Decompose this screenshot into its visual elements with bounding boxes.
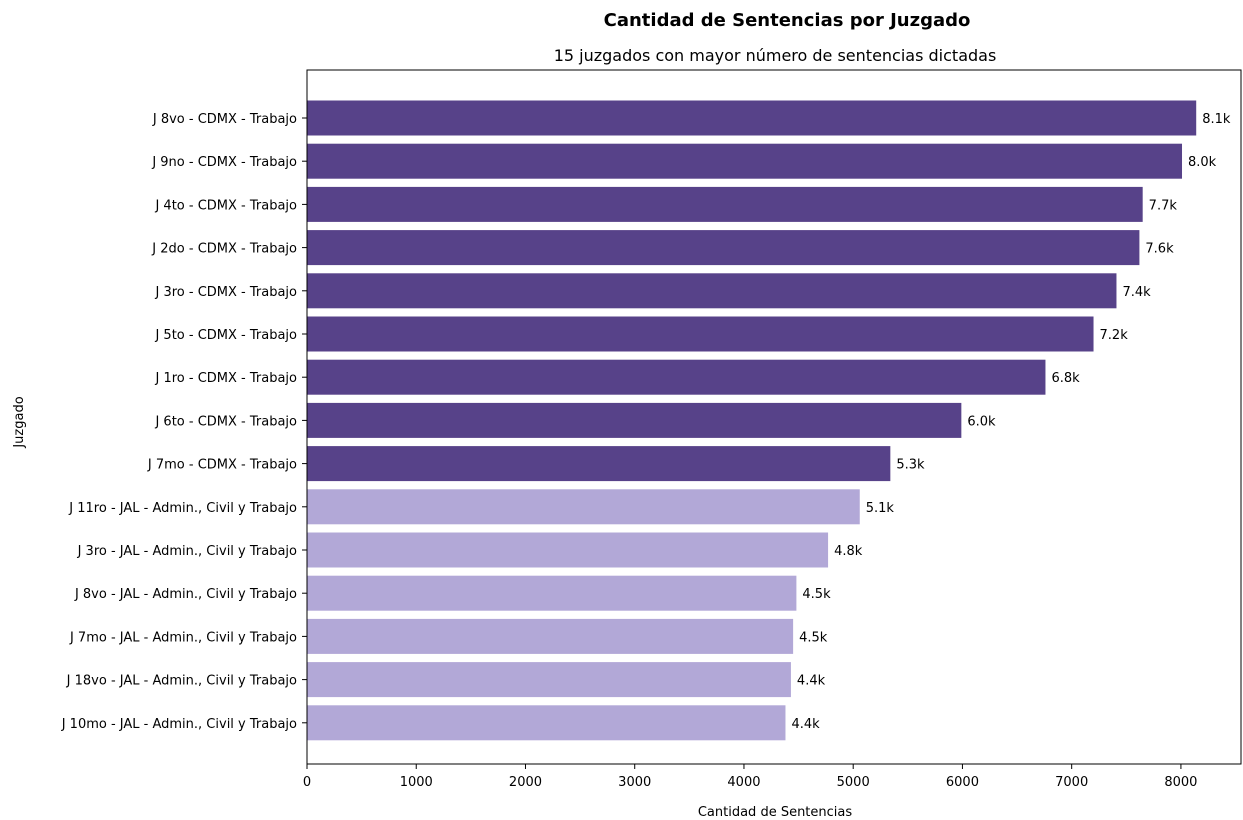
y-axis-label: Juzgado bbox=[12, 396, 27, 448]
y-tick-label: J 7mo - CDMX - Trabajo bbox=[147, 458, 297, 473]
bar bbox=[307, 143, 1183, 179]
data-label: 7.6k bbox=[1145, 242, 1174, 257]
bar bbox=[307, 705, 786, 741]
bar bbox=[307, 532, 829, 568]
bar bbox=[307, 662, 791, 698]
bar bbox=[307, 575, 797, 611]
data-label: 4.4k bbox=[791, 717, 820, 732]
y-tick-label: J 7mo - JAL - Admin., Civil y Trabajo bbox=[69, 630, 297, 645]
data-label: 4.4k bbox=[797, 674, 826, 689]
y-tick-label: J 5to - CDMX - Trabajo bbox=[154, 328, 297, 343]
data-label: 4.8k bbox=[834, 544, 863, 559]
y-tick-label: J 1ro - CDMX - Trabajo bbox=[155, 371, 298, 386]
data-label: 4.5k bbox=[802, 587, 831, 602]
chart-subtitle: 15 juzgados con mayor número de sentenci… bbox=[554, 46, 997, 65]
x-tick-label: 2000 bbox=[509, 775, 542, 790]
data-label: 5.1k bbox=[866, 501, 895, 516]
bar bbox=[307, 618, 794, 654]
data-label: 6.0k bbox=[967, 414, 996, 429]
data-label: 5.3k bbox=[896, 458, 925, 473]
bar bbox=[307, 230, 1140, 266]
x-tick-label: 1000 bbox=[400, 775, 433, 790]
y-tick-label: J 8vo - CDMX - Trabajo bbox=[152, 112, 297, 127]
y-tick-label: J 18vo - JAL - Admin., Civil y Trabajo bbox=[66, 674, 297, 689]
y-tick-label: J 2do - CDMX - Trabajo bbox=[151, 242, 297, 257]
bar bbox=[307, 446, 891, 482]
data-label: 4.5k bbox=[799, 630, 828, 645]
data-label: 7.2k bbox=[1100, 328, 1129, 343]
y-tick-label: J 4to - CDMX - Trabajo bbox=[154, 198, 297, 213]
data-label: 7.7k bbox=[1149, 198, 1178, 213]
bar bbox=[307, 186, 1143, 222]
y-tick-label: J 11ro - JAL - Admin., Civil y Trabajo bbox=[68, 501, 297, 516]
y-tick-label: J 8vo - JAL - Admin., Civil y Trabajo bbox=[74, 587, 297, 602]
y-ticks-layer: J 8vo - CDMX - Trabajo J 9no - CDMX - Tra… bbox=[61, 112, 307, 732]
y-tick-label: J 6to - CDMX - Trabajo bbox=[154, 414, 297, 429]
x-tick-label: 4000 bbox=[727, 775, 760, 790]
bar bbox=[307, 359, 1046, 395]
x-tick-label: 8000 bbox=[1164, 775, 1197, 790]
bar bbox=[307, 273, 1117, 309]
bar bbox=[307, 402, 962, 438]
x-tick-label: 7000 bbox=[1055, 775, 1088, 790]
x-tick-label: 3000 bbox=[618, 775, 651, 790]
y-tick-label: J 3ro - JAL - Admin., Civil y Trabajo bbox=[77, 544, 297, 559]
bars-layer: 8.1k 8.0k 7.7k 7.6k 7.4k 7.2k 6.8k 6.0k 5.3k 5.1k… bbox=[307, 100, 1231, 741]
data-label: 7.4k bbox=[1122, 285, 1151, 300]
bar bbox=[307, 100, 1197, 136]
bar bbox=[307, 316, 1094, 352]
x-ticks-layer: 0 1000 2000 3000 4000 5000 6000 7000 8000 bbox=[303, 764, 1197, 790]
x-axis-label: Cantidad de Sentencias bbox=[698, 805, 853, 820]
x-tick-label: 5000 bbox=[837, 775, 870, 790]
x-tick-label: 6000 bbox=[946, 775, 979, 790]
chart-title: Cantidad de Sentencias por Juzgado bbox=[604, 10, 971, 31]
y-tick-label: J 10mo - JAL - Admin., Civil y Trabajo bbox=[61, 717, 297, 732]
data-label: 8.0k bbox=[1188, 155, 1217, 170]
y-tick-label: J 3ro - CDMX - Trabajo bbox=[155, 285, 298, 300]
y-tick-label: J 9no - CDMX - Trabajo bbox=[151, 155, 297, 170]
bar bbox=[307, 489, 860, 525]
x-tick-label: 0 bbox=[303, 775, 311, 790]
plot-frame bbox=[306, 69, 1242, 765]
data-label: 6.8k bbox=[1051, 371, 1080, 386]
data-label: 8.1k bbox=[1202, 112, 1231, 127]
